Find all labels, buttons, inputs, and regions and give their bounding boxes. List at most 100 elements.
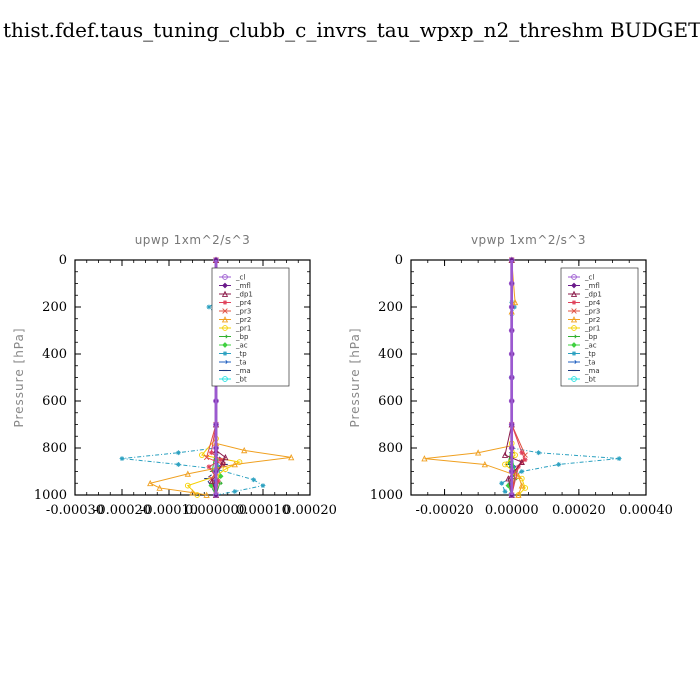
series-point	[156, 484, 163, 491]
legend-marker	[222, 360, 229, 364]
legend: _cl_mfl_dp1_pr4_pr3_pr2_pr1_bp_ac_tp_ta_…	[560, 267, 639, 387]
legend-label: _pr4	[235, 299, 252, 307]
series-point	[499, 480, 505, 486]
series-point	[232, 489, 238, 494]
x-tick-label: -0.00010	[140, 503, 198, 518]
series-point	[515, 472, 522, 480]
legend-marker	[222, 274, 228, 280]
legend-marker	[571, 282, 577, 289]
panel-title: vpwp 1xm^2/s^3	[471, 233, 586, 247]
series-point	[536, 450, 541, 456]
y-tick-label: 0	[59, 253, 67, 268]
panel-upwp: upwp 1xm^2/s^3 Pressure [hPa] 0 200 400 600 80…	[12, 233, 337, 518]
legend-label: _pr3	[584, 308, 600, 316]
series-point	[213, 468, 219, 475]
legend-label: _ac	[235, 342, 248, 350]
series-point	[508, 492, 515, 498]
series-point	[519, 469, 525, 474]
series-point	[147, 479, 154, 487]
panel-vpwp: vpwp 1xm^2/s^3 Pressure [hPa] 0 200 400 600 80…	[348, 233, 673, 518]
series-point	[505, 475, 512, 482]
series-point	[519, 450, 525, 456]
series-cl	[508, 257, 515, 498]
series-point	[231, 461, 238, 468]
series-point	[508, 257, 515, 263]
legend-marker	[222, 308, 228, 314]
y-tick-label: 800	[378, 441, 403, 456]
series-point	[184, 470, 191, 477]
legend-marker	[570, 290, 578, 297]
legend-label: _mfl	[235, 282, 251, 290]
series-point	[511, 298, 519, 306]
legend-label: _pr2	[584, 316, 600, 324]
x-tick-label: 0.00010	[236, 503, 290, 518]
y-tick-label: 600	[42, 394, 67, 409]
series-point	[119, 456, 125, 461]
legend-marker	[571, 342, 577, 348]
y-tick-label: 400	[378, 347, 403, 362]
series-point	[219, 458, 227, 465]
legend-marker	[222, 325, 228, 331]
series-point	[508, 398, 515, 404]
y-tick-label: 600	[378, 394, 403, 409]
series-point	[522, 457, 528, 463]
series-point	[508, 327, 515, 334]
x-tick-label: -0.00020	[415, 503, 473, 518]
series-point	[213, 398, 219, 404]
legend-marker	[571, 300, 577, 305]
series-line	[424, 259, 523, 496]
legend-label: _dp1	[235, 291, 253, 299]
series-point	[203, 454, 210, 461]
legend-marker	[222, 376, 228, 382]
legend-label: _cl	[584, 274, 594, 282]
legend-label: _bp	[584, 333, 598, 341]
y-axis-label: Pressure [hPa]	[12, 327, 26, 427]
legend-label: _tp	[584, 350, 596, 358]
x-tick-label: 0.00020	[283, 503, 337, 518]
series-point	[222, 453, 229, 461]
series-point	[189, 489, 196, 496]
series-point	[208, 450, 214, 456]
legend-label: _pr1	[235, 325, 251, 333]
x-tick-label: -0.00030	[46, 503, 104, 518]
legend-label: _ma	[584, 367, 600, 375]
y-tick-label: 200	[378, 300, 403, 315]
series-point	[515, 491, 522, 498]
series-point	[502, 489, 508, 494]
y-tick-label: 800	[42, 441, 67, 456]
series-point	[508, 351, 515, 357]
figure-title: thist.fdef.taus_tuning_clubb_c_invrs_tau…	[3, 18, 700, 42]
x-tick-label: 0.00040	[619, 503, 673, 518]
legend-label: _pr2	[235, 316, 251, 324]
series-point	[508, 280, 515, 287]
y-tick-label: 0	[395, 253, 403, 268]
series-point	[475, 449, 482, 456]
series-point	[616, 456, 622, 461]
legend: _cl_mfl_dp1_pr4_pr3_pr2_pr1_bp_ac_tp_ta_…	[211, 267, 290, 387]
series-point	[288, 453, 295, 461]
legend-label: _cl	[235, 274, 245, 282]
legend-label: _dp1	[584, 291, 602, 299]
legend-label: _pr3	[235, 308, 251, 316]
legend-label: _ta	[584, 359, 596, 367]
legend-label: _ma	[235, 367, 251, 375]
series-point	[213, 257, 219, 263]
series-point	[508, 421, 515, 428]
series-point	[260, 483, 266, 488]
y-axis-label: Pressure [hPa]	[348, 327, 362, 427]
legend-label: _pr1	[584, 325, 600, 333]
legend-marker	[570, 316, 578, 323]
series-point	[206, 464, 212, 470]
series-point	[176, 450, 181, 456]
legend-marker	[222, 334, 229, 339]
panel-title: upwp 1xm^2/s^3	[135, 233, 251, 247]
legend-marker	[571, 351, 577, 356]
x-tick-label: 0.000000	[185, 503, 247, 518]
legend-marker	[222, 351, 228, 356]
x-tick-label: -0.00020	[93, 503, 151, 518]
legend-marker	[571, 334, 578, 339]
legend-marker	[222, 282, 228, 289]
series-point	[176, 462, 181, 467]
legend-label: _ta	[235, 359, 247, 367]
